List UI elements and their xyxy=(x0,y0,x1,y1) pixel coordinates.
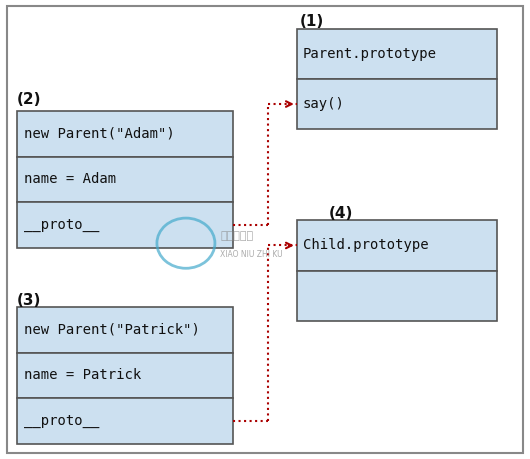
Text: name = Adam: name = Adam xyxy=(23,172,116,186)
Text: (1): (1) xyxy=(299,14,323,29)
Text: XIAO NIU ZHI KU: XIAO NIU ZHI KU xyxy=(220,250,283,259)
FancyBboxPatch shape xyxy=(17,353,233,398)
Text: __proto__: __proto__ xyxy=(23,414,99,428)
FancyBboxPatch shape xyxy=(17,157,233,202)
FancyBboxPatch shape xyxy=(297,79,497,129)
Text: new Parent("Adam"): new Parent("Adam") xyxy=(23,127,174,141)
Text: name = Patrick: name = Patrick xyxy=(23,369,141,382)
Text: (2): (2) xyxy=(17,92,42,107)
Text: (3): (3) xyxy=(17,293,41,308)
Text: (4): (4) xyxy=(328,206,352,221)
FancyBboxPatch shape xyxy=(17,202,233,248)
Text: say(): say() xyxy=(303,97,345,111)
Text: Parent.prototype: Parent.prototype xyxy=(303,47,437,61)
FancyBboxPatch shape xyxy=(17,398,233,444)
FancyBboxPatch shape xyxy=(17,307,233,353)
Text: Child.prototype: Child.prototype xyxy=(303,239,429,252)
FancyBboxPatch shape xyxy=(297,220,497,270)
Text: 小牛知识库: 小牛知识库 xyxy=(220,231,253,241)
Text: new Parent("Patrick"): new Parent("Patrick") xyxy=(23,323,199,337)
Text: __proto__: __proto__ xyxy=(23,218,99,232)
FancyBboxPatch shape xyxy=(297,29,497,79)
FancyBboxPatch shape xyxy=(17,111,233,157)
FancyBboxPatch shape xyxy=(297,270,497,321)
